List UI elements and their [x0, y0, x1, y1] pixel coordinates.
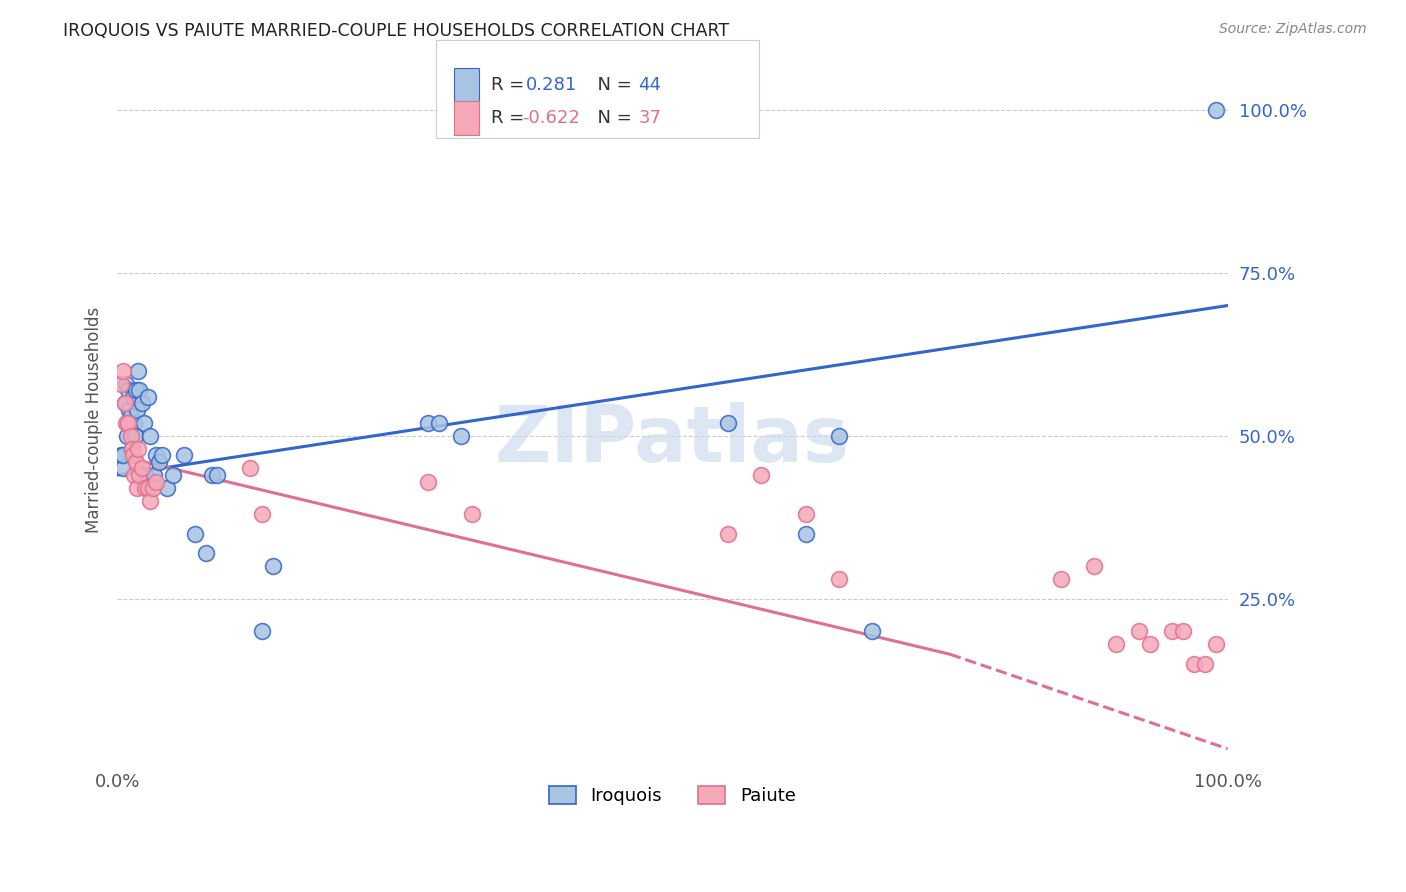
- Point: [139, 494, 162, 508]
- Point: [148, 455, 170, 469]
- Point: [450, 429, 472, 443]
- Point: [139, 429, 162, 443]
- Point: [173, 449, 195, 463]
- Point: [794, 526, 817, 541]
- Point: [121, 390, 143, 404]
- Point: [120, 409, 142, 424]
- Point: [794, 507, 817, 521]
- Point: [128, 468, 150, 483]
- Point: [205, 468, 228, 483]
- Point: [1194, 657, 1216, 671]
- Point: [1205, 637, 1227, 651]
- Point: [142, 481, 165, 495]
- Point: [416, 416, 439, 430]
- Point: [145, 475, 167, 489]
- Point: [1128, 624, 1150, 639]
- Y-axis label: Married-couple Households: Married-couple Households: [86, 307, 103, 533]
- Point: [156, 481, 179, 495]
- Point: [117, 416, 139, 430]
- Point: [1182, 657, 1205, 671]
- Point: [142, 468, 165, 483]
- Point: [1105, 637, 1128, 651]
- Text: 0.281: 0.281: [526, 76, 576, 94]
- Point: [127, 364, 149, 378]
- Point: [115, 429, 138, 443]
- Point: [117, 416, 139, 430]
- Point: [717, 526, 740, 541]
- Point: [134, 481, 156, 495]
- Point: [110, 449, 132, 463]
- Point: [117, 384, 139, 398]
- Point: [250, 624, 273, 639]
- Point: [125, 455, 148, 469]
- Point: [828, 429, 851, 443]
- Point: [461, 507, 484, 521]
- Point: [114, 396, 136, 410]
- Point: [127, 442, 149, 456]
- Text: 37: 37: [638, 109, 661, 127]
- Point: [1139, 637, 1161, 651]
- Point: [118, 402, 141, 417]
- Point: [122, 416, 145, 430]
- Point: [1050, 572, 1073, 586]
- Text: N =: N =: [586, 109, 638, 127]
- Text: IROQUOIS VS PAIUTE MARRIED-COUPLE HOUSEHOLDS CORRELATION CHART: IROQUOIS VS PAIUTE MARRIED-COUPLE HOUSEH…: [63, 22, 730, 40]
- Point: [749, 468, 772, 483]
- Point: [115, 416, 138, 430]
- Point: [136, 390, 159, 404]
- Point: [416, 475, 439, 489]
- Point: [184, 526, 207, 541]
- Point: [150, 449, 173, 463]
- Point: [200, 468, 222, 483]
- Point: [111, 364, 134, 378]
- Point: [121, 449, 143, 463]
- Point: [1161, 624, 1184, 639]
- Point: [120, 429, 142, 443]
- Point: [128, 384, 150, 398]
- Text: 44: 44: [638, 76, 661, 94]
- Text: R =: R =: [491, 109, 530, 127]
- Point: [1205, 103, 1227, 117]
- Point: [134, 468, 156, 483]
- Point: [110, 376, 132, 391]
- Point: [1171, 624, 1194, 639]
- Point: [136, 481, 159, 495]
- Point: [124, 429, 146, 443]
- Point: [125, 384, 148, 398]
- Point: [121, 442, 143, 456]
- Text: -0.622: -0.622: [522, 109, 579, 127]
- Point: [195, 546, 218, 560]
- Point: [427, 416, 450, 430]
- Point: [131, 396, 153, 410]
- Point: [239, 461, 262, 475]
- Point: [114, 396, 136, 410]
- Text: R =: R =: [491, 76, 530, 94]
- Point: [111, 461, 134, 475]
- Point: [250, 507, 273, 521]
- Point: [262, 559, 284, 574]
- Point: [131, 461, 153, 475]
- Point: [828, 572, 851, 586]
- Text: N =: N =: [586, 76, 638, 94]
- Point: [127, 481, 149, 495]
- Point: [127, 402, 149, 417]
- Point: [122, 468, 145, 483]
- Point: [132, 416, 155, 430]
- Legend: Iroquois, Paiute: Iroquois, Paiute: [540, 777, 804, 814]
- Point: [111, 449, 134, 463]
- Point: [115, 376, 138, 391]
- Point: [145, 449, 167, 463]
- Point: [860, 624, 883, 639]
- Point: [717, 416, 740, 430]
- Text: Source: ZipAtlas.com: Source: ZipAtlas.com: [1219, 22, 1367, 37]
- Point: [121, 442, 143, 456]
- Point: [162, 468, 184, 483]
- Text: ZIPatlas: ZIPatlas: [495, 402, 849, 478]
- Point: [1083, 559, 1105, 574]
